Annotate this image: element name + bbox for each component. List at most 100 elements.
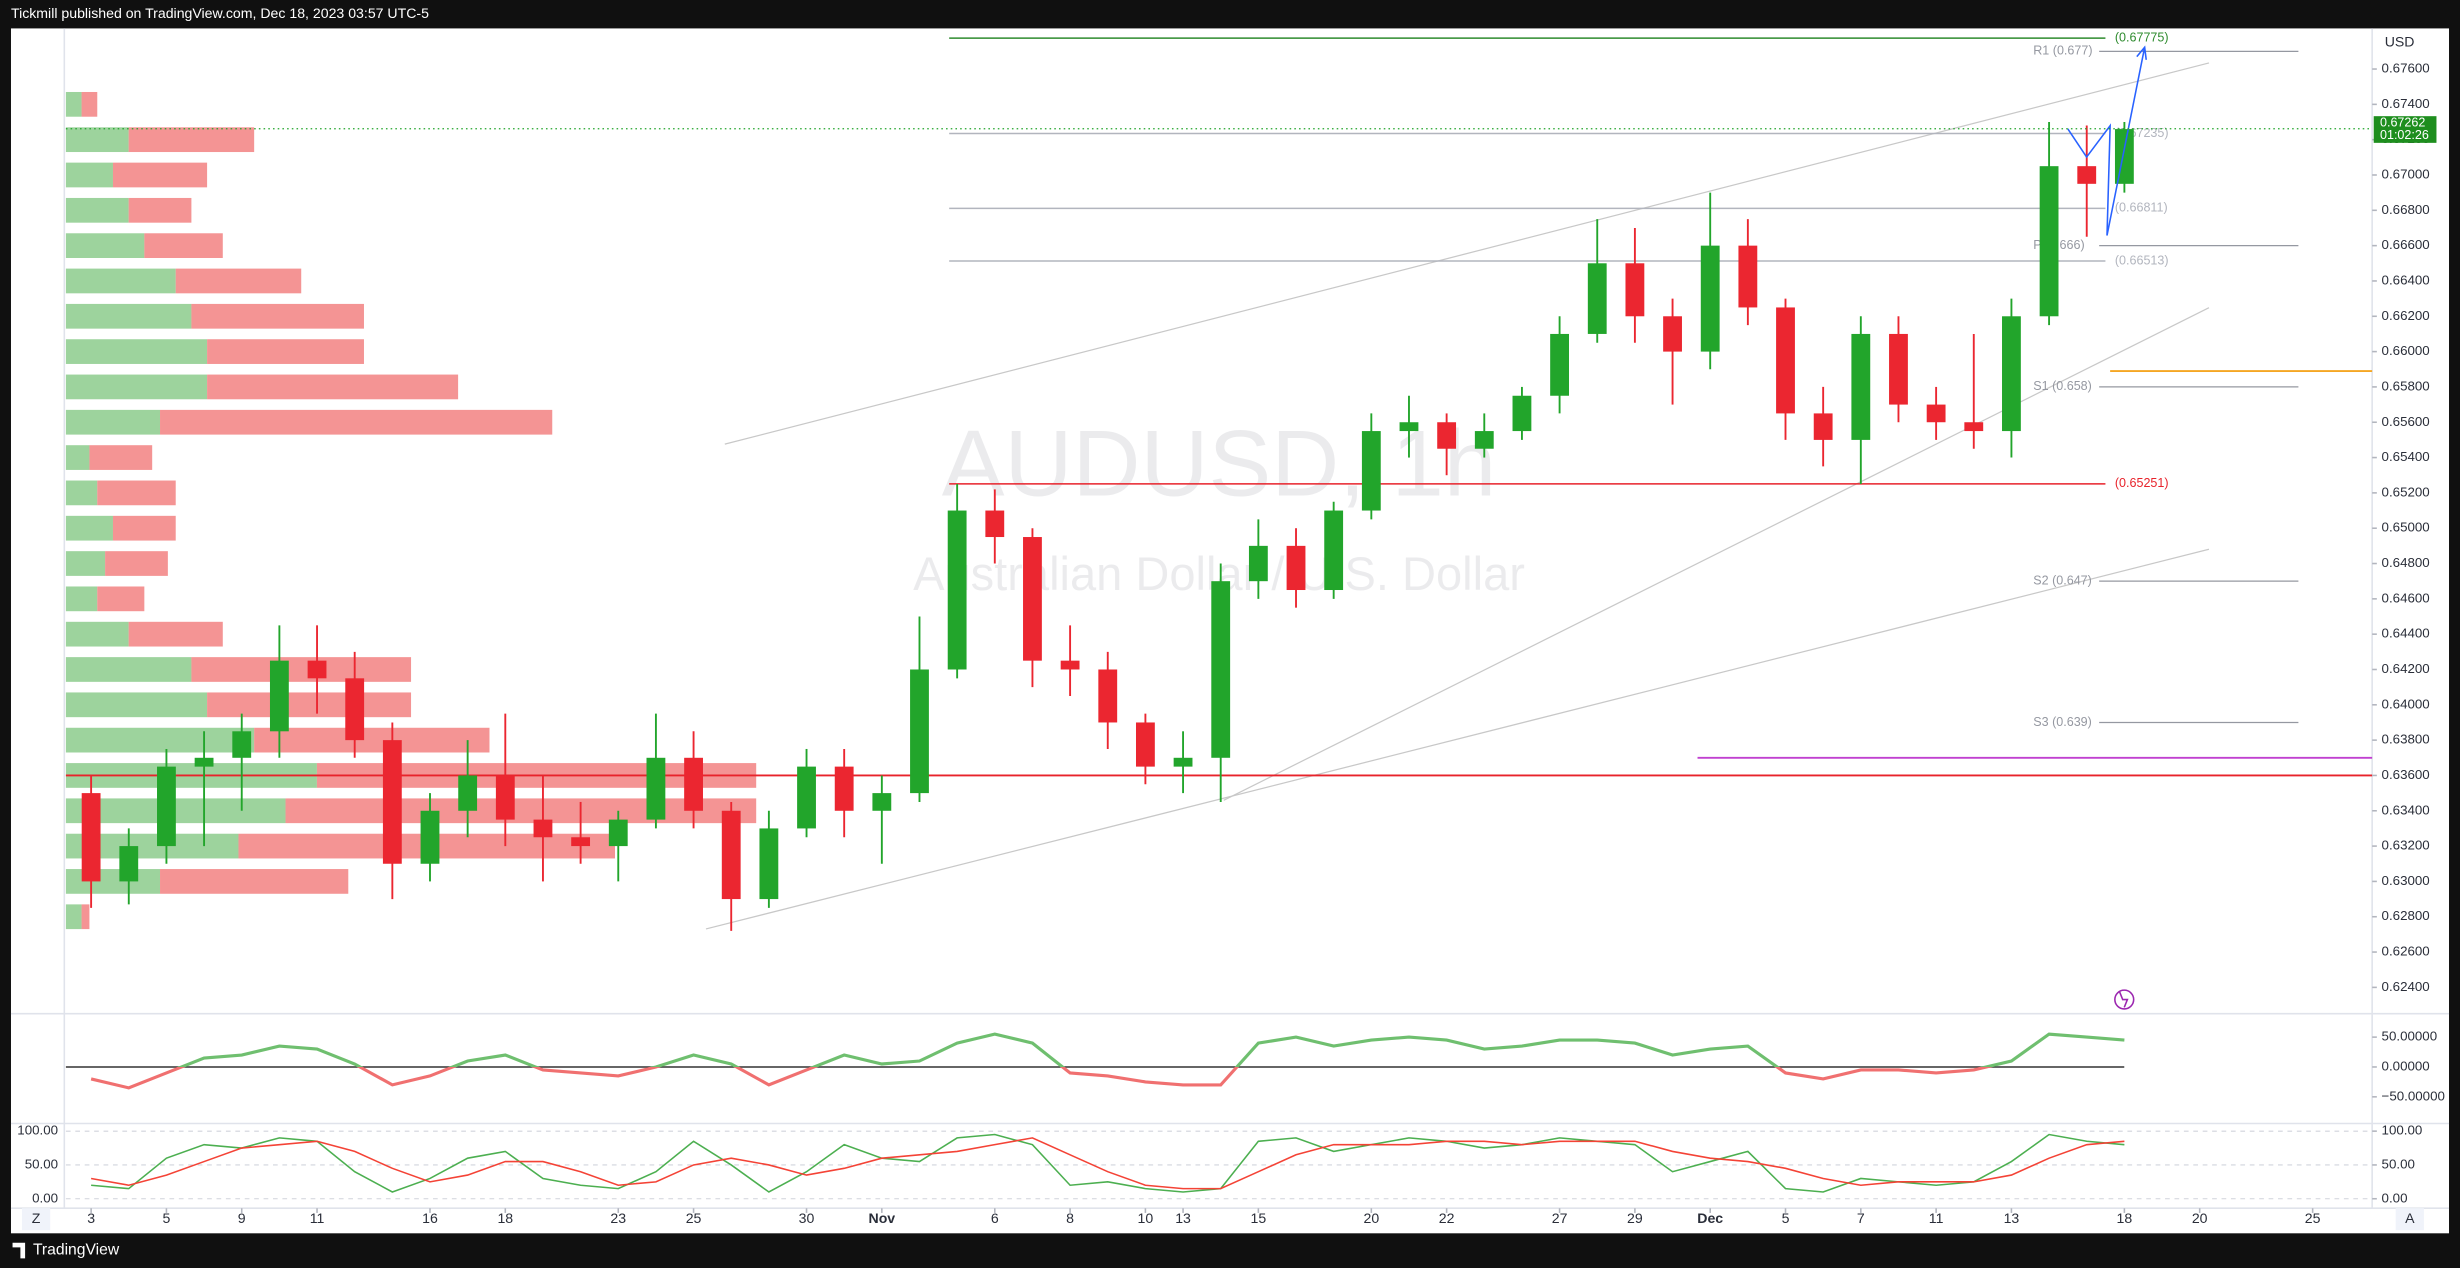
- candle-body: [1813, 413, 1833, 440]
- volume-sell: [144, 233, 223, 258]
- x-tick-label: 18: [2117, 1210, 2133, 1226]
- y-tick-label: 100.00: [2382, 1123, 2423, 1138]
- volume-buy: [65, 339, 208, 364]
- volume-sell: [81, 904, 90, 930]
- trend-line: [705, 548, 2210, 930]
- z-button[interactable]: [21, 1208, 51, 1231]
- y-tick-label: 0.64800: [2382, 555, 2430, 570]
- candle-body: [1700, 245, 1720, 352]
- alert-icon[interactable]: [2114, 989, 2135, 1010]
- candle-body: [194, 757, 214, 767]
- candle-body: [1964, 422, 1984, 432]
- last-price-box: [2373, 116, 2437, 143]
- x-tick-label: 6: [991, 1210, 999, 1226]
- volume-buy: [65, 727, 255, 753]
- volume-buy: [65, 233, 145, 258]
- x-tick-label: 11: [310, 1210, 325, 1226]
- x-tick-label: 7: [1857, 1210, 1865, 1226]
- x-tick-label: 3: [87, 1210, 95, 1226]
- candle-body: [1361, 431, 1381, 511]
- x-tick-label: 22: [1439, 1210, 1455, 1226]
- x-tick-label: 23: [610, 1210, 626, 1226]
- x-tick-label: 11: [1929, 1210, 1944, 1226]
- pivot-label: R1 (0.677): [2033, 44, 2092, 58]
- candle-body: [2114, 129, 2134, 184]
- x-tick-label: 13: [1175, 1210, 1191, 1226]
- y-tick-label-left: 0.00: [32, 1190, 58, 1205]
- candle-body: [232, 731, 252, 758]
- candle-body: [495, 775, 515, 820]
- volume-sell: [160, 409, 553, 435]
- volume-sell: [191, 657, 412, 682]
- volume-sell: [89, 445, 153, 470]
- projection-arrow: [2067, 45, 2148, 236]
- price-line-label: (0.65251): [2115, 476, 2169, 490]
- y-tick-label: 0.67400: [2382, 96, 2430, 111]
- candle-body: [721, 810, 741, 900]
- candle-body: [1926, 404, 1946, 423]
- y-tick-label: 0.62800: [2382, 908, 2430, 923]
- x-tick-label: 9: [238, 1210, 246, 1226]
- pivot-label: S3 (0.639): [2033, 715, 2092, 729]
- y-tick-label: 0.66400: [2382, 272, 2430, 287]
- price-line-label: (0.66513): [2115, 253, 2169, 267]
- volume-buy: [65, 303, 192, 329]
- candle-body: [1851, 333, 1871, 440]
- candle-body: [1437, 422, 1457, 449]
- candle-body: [157, 766, 176, 847]
- publisher: Tickmill published on TradingView.com, D…: [11, 5, 429, 21]
- candle-body: [2077, 166, 2097, 184]
- candle-body: [1135, 722, 1155, 767]
- x-tick-label: 16: [422, 1210, 438, 1226]
- volume-sell: [128, 621, 223, 647]
- x-tick-label: 25: [686, 1210, 702, 1226]
- x-tick-label: 25: [2305, 1210, 2321, 1226]
- y-tick-label: 0.65800: [2382, 378, 2430, 393]
- volume-buy: [65, 374, 208, 400]
- x-tick-label: 20: [1363, 1210, 1379, 1226]
- candle-body: [1550, 333, 1570, 396]
- candle-body: [1587, 263, 1607, 334]
- volume-sell: [207, 692, 412, 718]
- y-tick-label: 0.67600: [2382, 61, 2430, 76]
- volume-sell: [160, 869, 349, 894]
- candle-body: [1173, 757, 1193, 767]
- volume-sell: [175, 268, 302, 294]
- y-tick-label: 0.66600: [2382, 237, 2430, 252]
- volume-buy: [65, 904, 82, 930]
- volume-buy: [65, 657, 192, 682]
- indicator-line: [90, 1137, 2125, 1190]
- volume-sell: [128, 197, 192, 223]
- y-tick-label: 0.64600: [2382, 590, 2430, 605]
- candle-body: [1286, 545, 1306, 591]
- z-button-label: Z: [32, 1210, 41, 1226]
- y-tick-label: 0.65400: [2382, 449, 2430, 464]
- x-tick-label: 18: [497, 1210, 513, 1226]
- y-tick-label: 50.00000: [2382, 1029, 2438, 1044]
- y-tick-label: 0.65600: [2382, 414, 2430, 429]
- candle-body: [1889, 333, 1908, 405]
- candle-body: [307, 660, 327, 679]
- x-tick-label: 10: [1138, 1210, 1154, 1226]
- volume-sell: [254, 727, 490, 753]
- y-tick-label: 0.00: [2382, 1190, 2408, 1205]
- candle-body: [1738, 245, 1758, 308]
- a-button[interactable]: [2395, 1208, 2424, 1231]
- y-tick-label: 0.66000: [2382, 343, 2430, 358]
- candle-body: [872, 793, 892, 811]
- brand: TradingView: [33, 1242, 120, 1259]
- volume-buy: [65, 162, 113, 188]
- volume-buy: [65, 91, 82, 117]
- candle-body: [1474, 431, 1494, 449]
- y-tick-label: 0.63400: [2382, 802, 2430, 817]
- volume-buy: [65, 409, 161, 435]
- volume-buy: [65, 692, 208, 718]
- y-tick-label: 0.00000: [2382, 1058, 2430, 1073]
- candle-body: [81, 793, 101, 882]
- price-line-label: (0.67775): [2115, 30, 2169, 44]
- trend-line: [724, 62, 2210, 445]
- y-tick-label: 0.66200: [2382, 308, 2430, 323]
- candle-body: [1512, 395, 1532, 432]
- candle-body: [1060, 660, 1080, 670]
